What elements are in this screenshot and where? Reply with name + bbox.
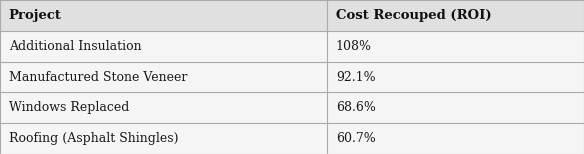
Text: Project: Project <box>9 9 62 22</box>
FancyBboxPatch shape <box>327 31 584 62</box>
FancyBboxPatch shape <box>0 0 327 31</box>
FancyBboxPatch shape <box>0 62 327 92</box>
FancyBboxPatch shape <box>0 92 327 123</box>
FancyBboxPatch shape <box>327 0 584 31</box>
FancyBboxPatch shape <box>327 62 584 92</box>
Text: 60.7%: 60.7% <box>336 132 376 145</box>
Text: Manufactured Stone Veneer: Manufactured Stone Veneer <box>9 71 187 83</box>
Text: 108%: 108% <box>336 40 372 53</box>
FancyBboxPatch shape <box>0 31 327 62</box>
Text: Additional Insulation: Additional Insulation <box>9 40 141 53</box>
FancyBboxPatch shape <box>327 92 584 123</box>
FancyBboxPatch shape <box>327 123 584 154</box>
FancyBboxPatch shape <box>0 123 327 154</box>
Text: Windows Replaced: Windows Replaced <box>9 101 129 114</box>
Text: Cost Recouped (ROI): Cost Recouped (ROI) <box>336 9 491 22</box>
Text: 68.6%: 68.6% <box>336 101 376 114</box>
Text: 92.1%: 92.1% <box>336 71 376 83</box>
Text: Roofing (Asphalt Shingles): Roofing (Asphalt Shingles) <box>9 132 178 145</box>
